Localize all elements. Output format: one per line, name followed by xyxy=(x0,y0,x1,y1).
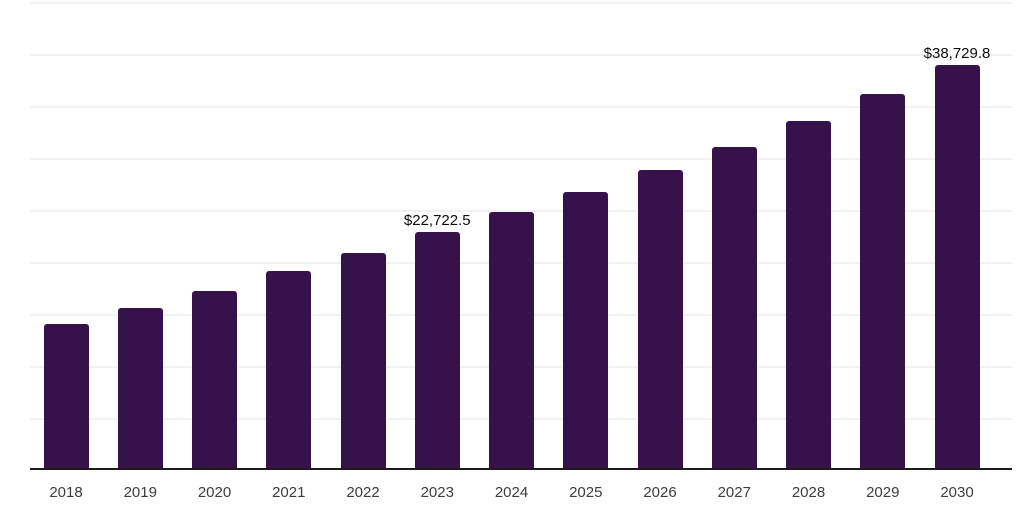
x-tick-label: 2021 xyxy=(272,484,306,501)
x-tick-label: 2024 xyxy=(494,484,529,501)
x-tick-label: 2026 xyxy=(643,484,677,501)
bar-2027 xyxy=(711,147,757,468)
bar-2020 xyxy=(192,290,237,468)
bar-2029 xyxy=(860,94,906,468)
gridline xyxy=(30,106,1012,108)
bar-2026 xyxy=(637,170,683,468)
gridline xyxy=(30,54,1012,56)
bar-2021 xyxy=(266,271,312,468)
x-tick-label: 2028 xyxy=(791,484,826,501)
value-label-2023: $22,722.5 xyxy=(403,211,471,229)
bar-2018 xyxy=(43,323,89,468)
x-tick-label: 2025 xyxy=(569,484,603,501)
x-tick-label: 2022 xyxy=(346,484,380,501)
bar-2019 xyxy=(117,307,163,468)
x-tick-label: 2019 xyxy=(123,484,157,501)
plot-area: $22,722.5 $38,729.8 xyxy=(30,2,1012,470)
gridline xyxy=(30,2,1012,4)
value-label-2030: $38,729.8 xyxy=(923,45,991,63)
x-tick-label: 2030 xyxy=(940,484,974,501)
x-tick-label: 2020 xyxy=(197,484,232,501)
bar-2025 xyxy=(563,191,609,468)
bar-2023 xyxy=(414,231,460,468)
bar-2030 xyxy=(934,65,980,468)
bar-2028 xyxy=(786,121,831,468)
x-tick-label: 2018 xyxy=(49,484,83,501)
x-tick-label: 2027 xyxy=(717,484,751,501)
bar-2024 xyxy=(489,211,534,468)
x-tick-label: 2029 xyxy=(866,484,900,501)
x-tick-label: 2023 xyxy=(420,484,454,501)
gridline xyxy=(30,210,1012,212)
bar-2022 xyxy=(340,252,386,468)
gridline xyxy=(30,158,1012,160)
